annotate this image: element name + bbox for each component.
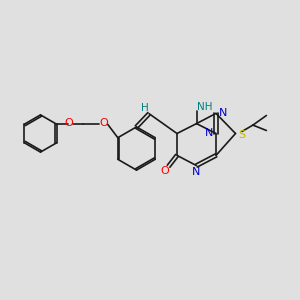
Text: O: O — [100, 118, 108, 128]
Text: O: O — [65, 118, 74, 128]
Text: N: N — [219, 108, 227, 118]
Text: NH: NH — [197, 102, 213, 112]
Text: H: H — [141, 103, 148, 113]
Text: O: O — [160, 166, 169, 176]
Text: S: S — [238, 130, 246, 140]
Text: N: N — [192, 167, 201, 177]
Text: N: N — [205, 128, 213, 139]
